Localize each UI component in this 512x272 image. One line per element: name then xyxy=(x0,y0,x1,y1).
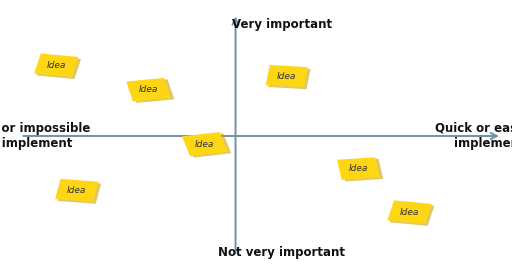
Text: Idea: Idea xyxy=(277,72,296,81)
Text: Not very important: Not very important xyxy=(218,246,345,259)
Bar xyxy=(390,202,434,226)
Text: Idea: Idea xyxy=(400,208,419,217)
Bar xyxy=(55,179,98,202)
Text: Idea: Idea xyxy=(67,186,87,195)
Bar xyxy=(186,133,231,157)
Bar xyxy=(130,79,174,103)
Bar xyxy=(34,54,78,77)
Text: Idea: Idea xyxy=(349,164,368,173)
Bar xyxy=(266,65,308,87)
Bar xyxy=(340,159,383,181)
Text: Very important: Very important xyxy=(231,18,332,31)
Text: Idea: Idea xyxy=(47,61,66,70)
Bar xyxy=(36,55,81,79)
Bar xyxy=(337,157,380,180)
Bar xyxy=(58,181,101,204)
Text: Quick or easy to
implement: Quick or easy to implement xyxy=(435,122,512,150)
Text: Idea: Idea xyxy=(139,85,158,94)
Text: Idea: Idea xyxy=(195,140,215,149)
Bar xyxy=(182,132,227,156)
Bar xyxy=(126,78,170,101)
Text: Slow or impossible
to implement: Slow or impossible to implement xyxy=(0,122,90,150)
Bar xyxy=(388,200,432,224)
Bar xyxy=(268,67,311,89)
